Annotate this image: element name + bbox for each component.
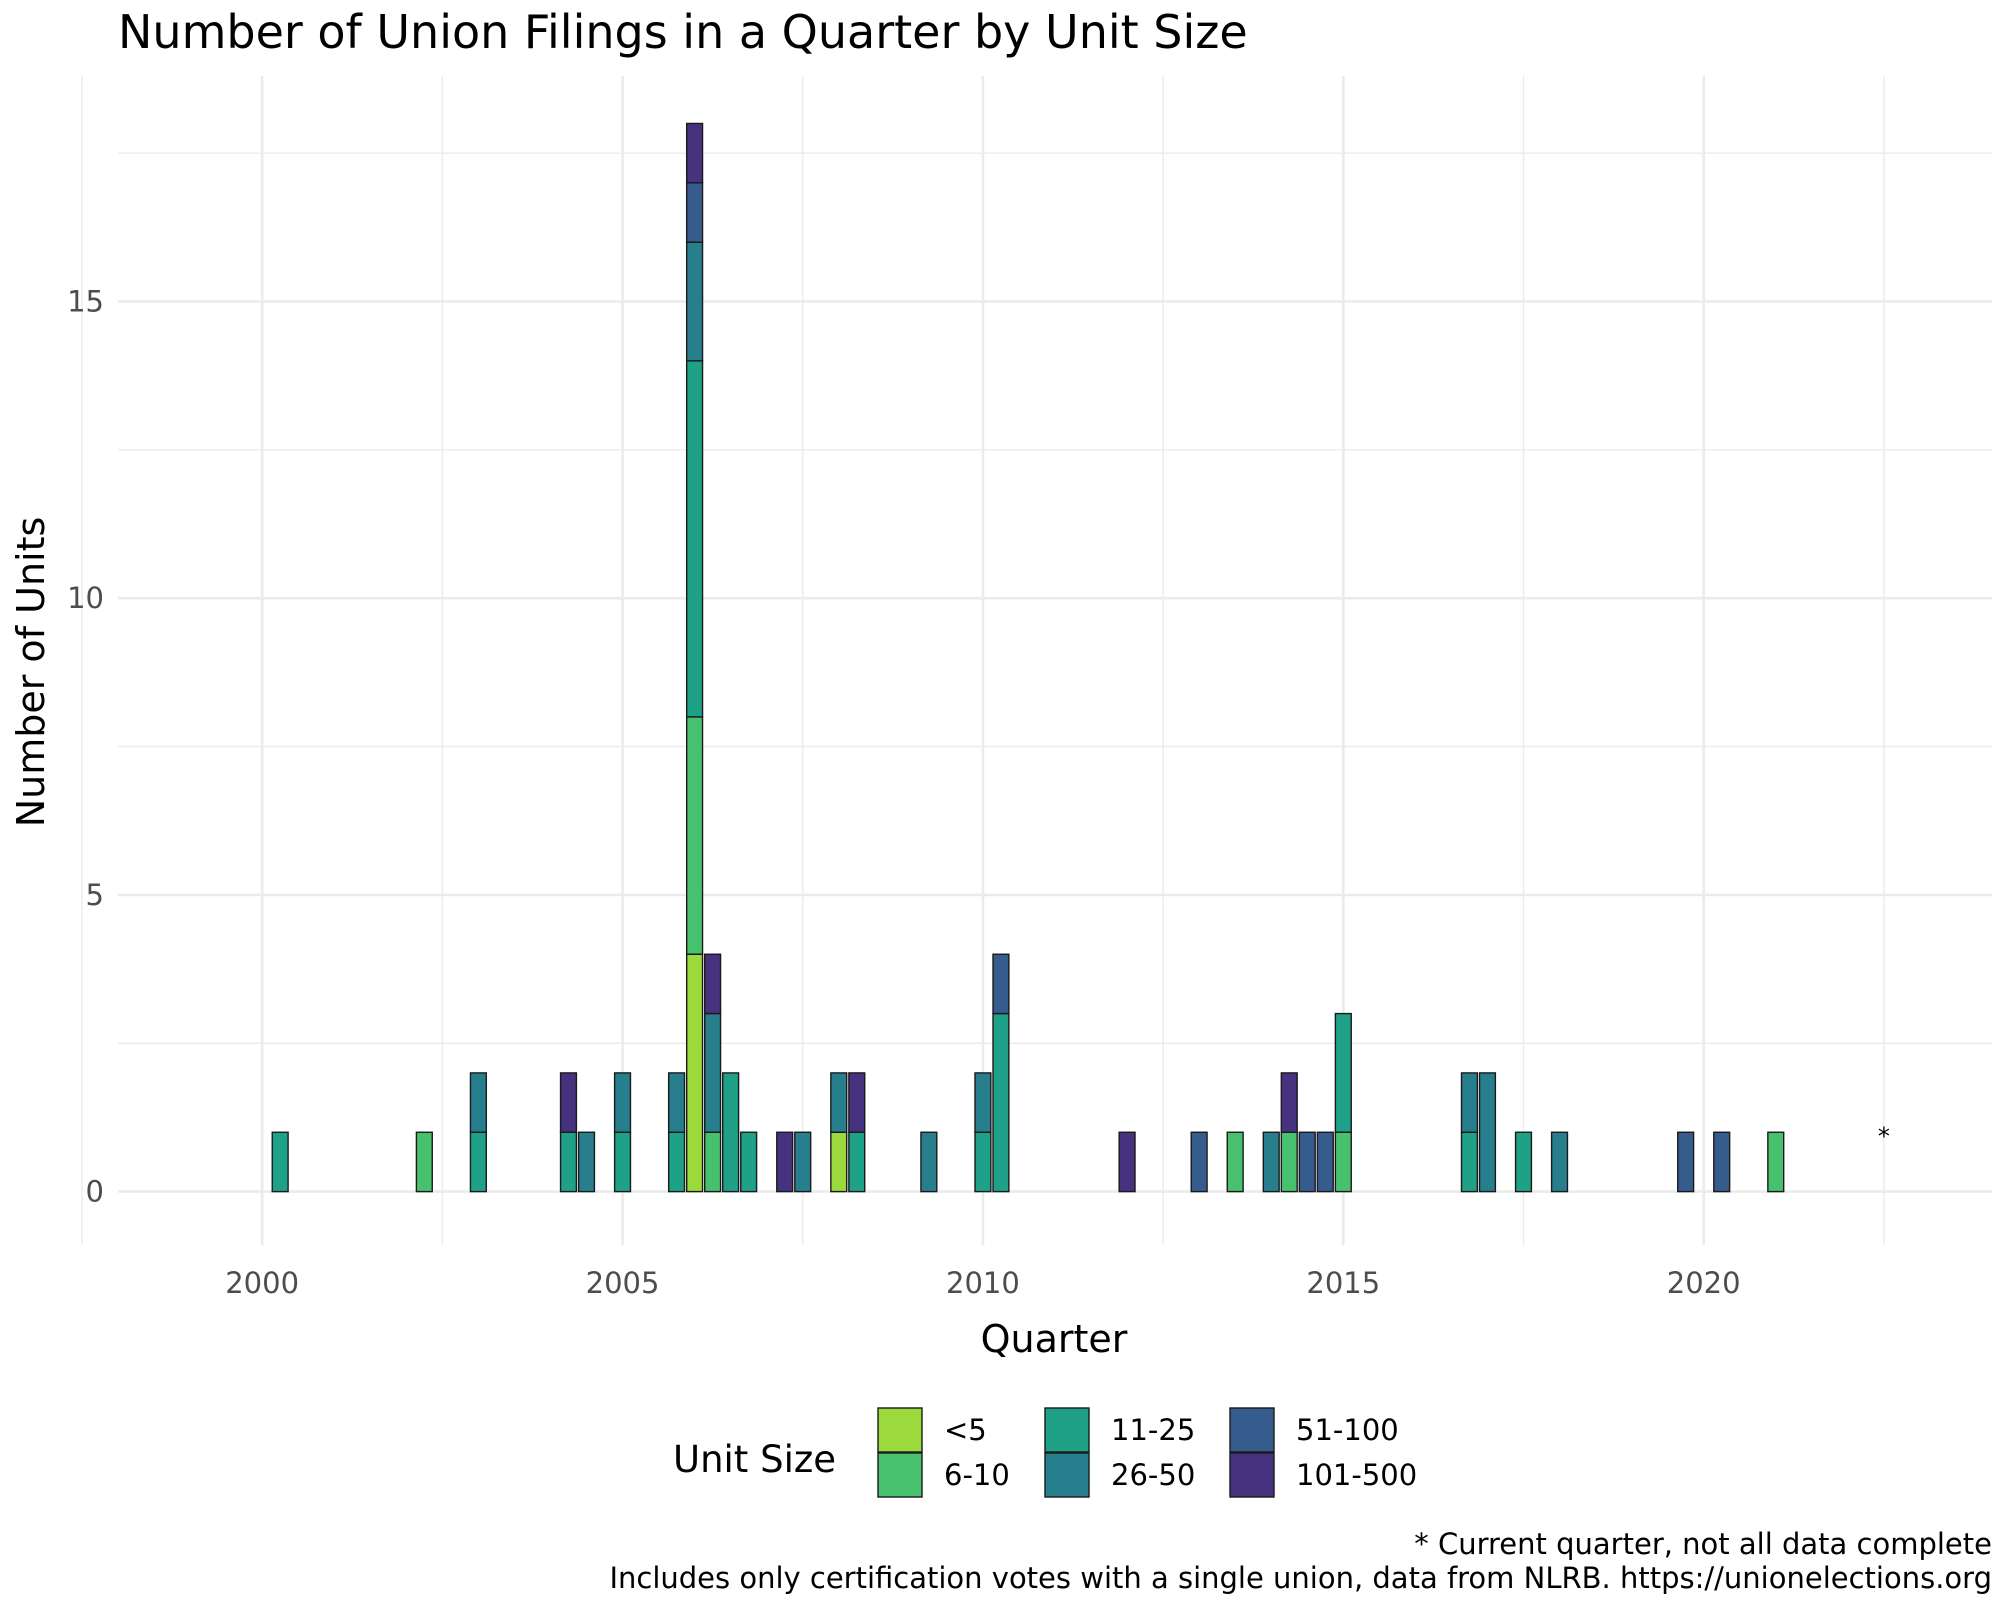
legend-title: Unit Size xyxy=(673,1438,836,1481)
bar-segment-11-25 xyxy=(848,1131,866,1193)
bar-segment-101-500 xyxy=(1118,1131,1136,1193)
x-tick-label: 2020 xyxy=(1667,1266,1741,1300)
bar-segment-101-500 xyxy=(559,1072,578,1133)
y-tick-label: 15 xyxy=(67,284,104,318)
bar-segment-6-10 xyxy=(1226,1131,1244,1193)
bar-segment-101-500 xyxy=(848,1072,866,1133)
bar-segment-26-50 xyxy=(1262,1131,1280,1193)
bar-segment-26-50 xyxy=(794,1131,812,1193)
incomplete-quarter-annotation: * xyxy=(1878,1122,1890,1150)
legend: Unit Size <5 6-10 11-25 26-50 51-100 101-500 xyxy=(673,1407,1417,1498)
bar-segment-26-50 xyxy=(577,1131,596,1193)
bar-segment-11-25 xyxy=(1460,1131,1479,1193)
bar-segment-<5 xyxy=(830,1131,848,1193)
bar-segment-51-100 xyxy=(992,953,1010,1015)
legend-swatch-11-25 xyxy=(1044,1407,1090,1453)
bar-segment-51-100 xyxy=(685,182,704,243)
bar-segment-26-50 xyxy=(920,1131,938,1193)
bar-segment-101-500 xyxy=(776,1131,794,1193)
bar-segment-101-500 xyxy=(1280,1072,1298,1133)
legend-swatch-101-500 xyxy=(1229,1452,1275,1498)
x-tick-label: 2010 xyxy=(946,1266,1020,1300)
x-axis-title: Quarter xyxy=(981,1317,1128,1361)
bar-segment-11-25 xyxy=(559,1131,578,1193)
legend-label: 6-10 xyxy=(944,1458,1010,1492)
x-axis-tick-labels: 2000 2005 2010 2015 2020 xyxy=(225,1266,1740,1300)
bar-segment-6-10 xyxy=(1334,1131,1352,1193)
y-tick-label: 0 xyxy=(86,1175,104,1209)
bar-segment-11-25 xyxy=(469,1131,488,1193)
bar-segment-<5 xyxy=(685,953,704,1193)
bar-segment-11-25 xyxy=(667,1131,686,1193)
bar-segment-101-500 xyxy=(685,122,704,184)
bar-segment-51-100 xyxy=(1713,1131,1731,1193)
bar-segment-11-25 xyxy=(1514,1131,1533,1193)
bar-segment-6-10 xyxy=(1280,1131,1298,1193)
bar-segment-11-25 xyxy=(685,360,704,718)
bar-segment-6-10 xyxy=(685,716,704,955)
y-axis-title: Number of Units xyxy=(9,517,53,828)
caption-source: Includes only certification votes with a… xyxy=(609,1561,1992,1595)
bar-segment-26-50 xyxy=(1478,1072,1497,1193)
bar-segment-101-500 xyxy=(704,953,722,1015)
bar-segment-6-10 xyxy=(1767,1131,1785,1193)
legend-label: 11-25 xyxy=(1111,1413,1195,1447)
legend-label: 51-100 xyxy=(1296,1413,1399,1447)
chart-title: Number of Union Filings in a Quarter by … xyxy=(118,5,1248,59)
y-axis-tick-labels: 0 5 10 15 xyxy=(67,284,104,1208)
bar-segment-26-50 xyxy=(1460,1072,1479,1133)
bar-segment-26-50 xyxy=(830,1072,848,1133)
bar-segment-51-100 xyxy=(1190,1131,1208,1193)
x-tick-label: 2005 xyxy=(586,1266,660,1300)
caption-note: * Current quarter, not all data complete xyxy=(1414,1527,1992,1561)
legend-swatch-<5 xyxy=(877,1407,923,1453)
bar-segment-11-25 xyxy=(740,1131,758,1193)
bar-segment-26-50 xyxy=(704,1012,722,1133)
legend-swatch-6-10 xyxy=(877,1452,923,1498)
bar-segment-26-50 xyxy=(667,1072,686,1133)
bar-segment-6-10 xyxy=(704,1131,722,1193)
bar-segment-26-50 xyxy=(613,1072,632,1133)
bar-segment-26-50 xyxy=(685,241,704,362)
y-tick-label: 5 xyxy=(86,878,104,912)
bar-segment-11-25 xyxy=(1334,1012,1352,1133)
y-tick-label: 10 xyxy=(67,581,104,615)
legend-label: 101-500 xyxy=(1296,1458,1417,1492)
legend-swatch-26-50 xyxy=(1044,1452,1090,1498)
bar-segment-6-10 xyxy=(415,1131,433,1193)
bar-segment-11-25 xyxy=(271,1131,289,1193)
legend-label: <5 xyxy=(944,1413,987,1447)
bars xyxy=(271,122,1785,1193)
x-tick-label: 2000 xyxy=(225,1266,299,1300)
legend-label: 26-50 xyxy=(1111,1458,1195,1492)
bar-segment-11-25 xyxy=(613,1131,632,1193)
bar-segment-11-25 xyxy=(992,1012,1010,1193)
legend-swatch-51-100 xyxy=(1229,1407,1275,1453)
bar-segment-11-25 xyxy=(722,1072,740,1193)
x-tick-label: 2015 xyxy=(1306,1266,1380,1300)
bar-segment-51-100 xyxy=(1316,1131,1334,1193)
bar-segment-11-25 xyxy=(974,1131,992,1193)
bar-segment-26-50 xyxy=(974,1072,992,1133)
bar-segment-51-100 xyxy=(1298,1131,1316,1193)
bar-segment-26-50 xyxy=(1550,1131,1569,1193)
bar-segment-26-50 xyxy=(469,1072,488,1133)
gridlines xyxy=(81,76,1992,1245)
bar-segment-51-100 xyxy=(1677,1131,1695,1193)
